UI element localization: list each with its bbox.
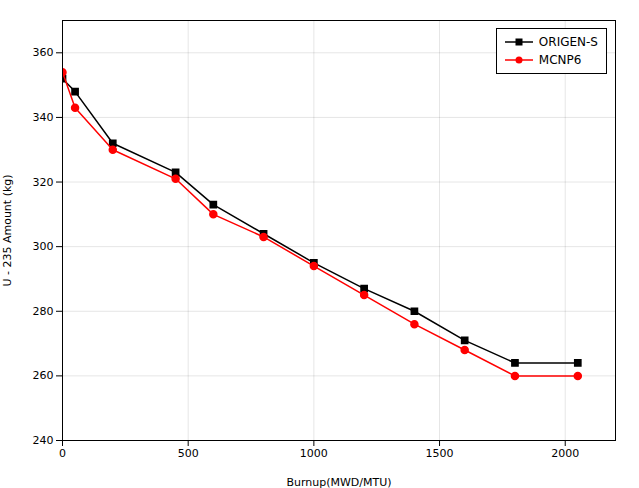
html-text:ORIGEN-S: ORIGEN-S — [538, 35, 598, 49]
svg-text:500: 500 — [178, 447, 199, 460]
svg-text:280: 280 — [33, 305, 54, 318]
html-text:MCNP6: MCNP6 — [538, 53, 582, 67]
svg-text:2000: 2000 — [551, 447, 579, 460]
svg-text:1000: 1000 — [300, 447, 328, 460]
svg-text:300: 300 — [33, 240, 54, 253]
svg-text:1500: 1500 — [426, 447, 454, 460]
svg-text:360: 360 — [33, 46, 54, 59]
svg-text:320: 320 — [33, 176, 54, 189]
svg-text:Burnup(MWD/MTU): Burnup(MWD/MTU) — [286, 476, 391, 488]
svg-text:260: 260 — [33, 369, 54, 382]
svg-text:340: 340 — [33, 111, 54, 124]
svg-text:240: 240 — [33, 434, 54, 447]
svg-text:0: 0 — [59, 447, 66, 460]
svg-text:U - 235 Amount (kg): U - 235 Amount (kg) — [1, 174, 14, 286]
